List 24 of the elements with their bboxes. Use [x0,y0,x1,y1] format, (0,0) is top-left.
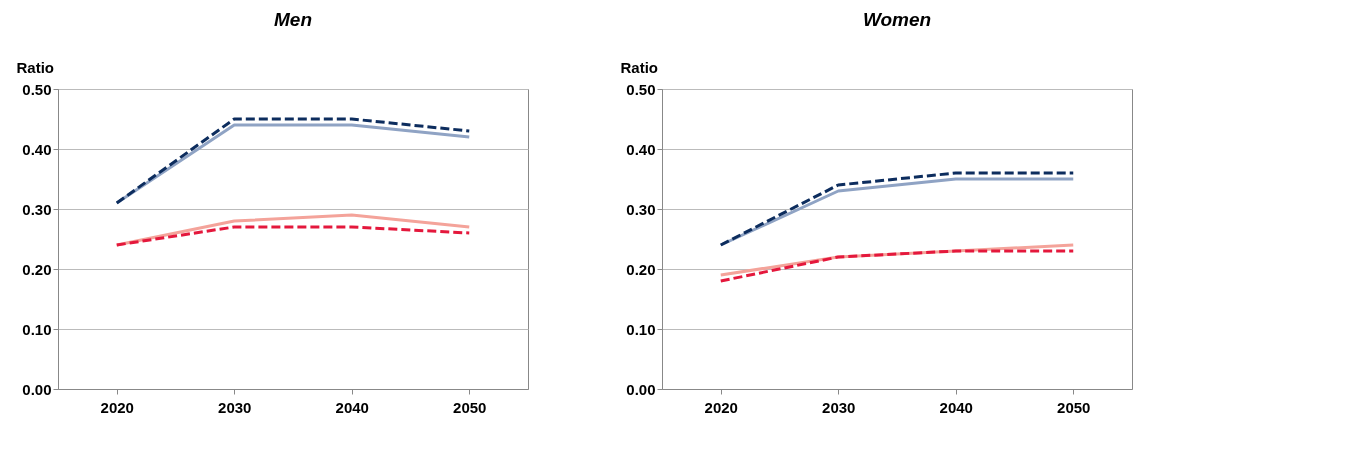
x-tick-label: 2030 [218,398,252,416]
x-tick-label: 2050 [453,398,487,416]
x-tick-label: 2020 [704,398,738,416]
x-tick-label: 2030 [822,398,856,416]
y-tick-label: 0.40 [626,140,656,158]
x-tick-label: 2040 [335,398,369,416]
y-tick-label: 0.10 [22,320,52,338]
y-tick-label: 0.50 [22,80,52,98]
y-tick-label: 0.00 [22,380,52,398]
y-tick-label: 0.10 [626,320,656,338]
y-tick-label: 0.20 [22,260,52,278]
x-tick-label: 2050 [1057,398,1091,416]
x-tick-label: 2020 [100,398,134,416]
y-axis-title: Ratio [16,58,54,76]
y-tick-label: 0.30 [626,200,656,218]
y-axis-title: Ratio [620,58,658,76]
y-tick-label: 0.50 [626,80,656,98]
y-tick-label: 0.20 [626,260,656,278]
chart-title: Men [274,9,312,30]
chart-title: Women [862,9,932,30]
y-tick-label: 0.30 [22,200,52,218]
y-tick-label: 0.00 [626,380,656,398]
x-tick-label: 2040 [939,398,973,416]
y-tick-label: 0.40 [22,140,52,158]
